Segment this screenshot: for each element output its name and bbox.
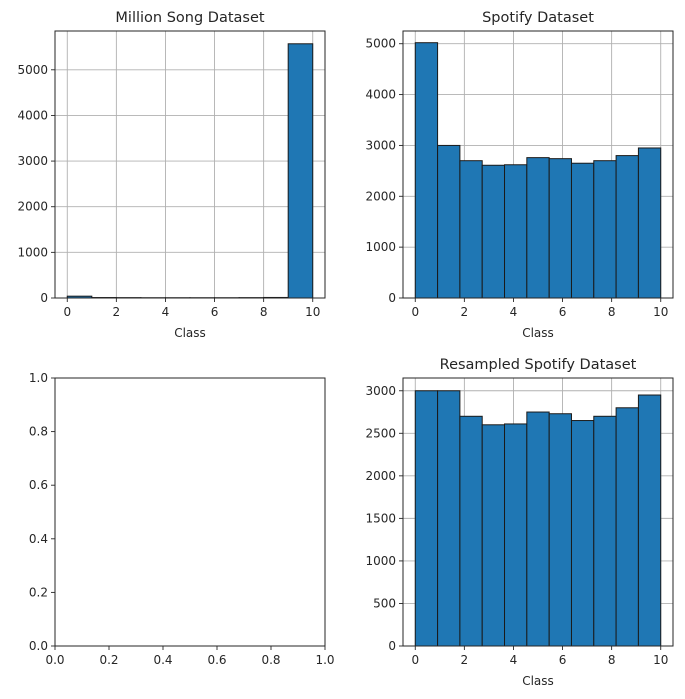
- histogram-bar: [459, 160, 483, 299]
- y-tick-label: 2000: [17, 200, 48, 214]
- y-tick-label: 3000: [365, 384, 396, 398]
- x-tick-label: 0.2: [99, 653, 118, 667]
- histogram-bar: [570, 420, 595, 647]
- histogram-bar: [615, 407, 639, 647]
- histogram-bar: [593, 415, 617, 647]
- x-tick-label: 1.0: [315, 653, 334, 667]
- axes-frame: [402, 30, 674, 299]
- histogram-bar: [437, 390, 461, 647]
- x-tick-label: 4: [510, 305, 518, 319]
- x-tick-label: 10: [305, 305, 320, 319]
- y-tick-label: 0: [388, 291, 396, 305]
- histogram-bar: [481, 424, 506, 647]
- histogram-bar: [504, 164, 528, 299]
- subplot-title: Resampled Spotify Dataset: [440, 357, 637, 373]
- x-tick-label: 10: [653, 653, 668, 667]
- y-tick-label: 2000: [365, 469, 396, 483]
- histogram-bar: [481, 164, 506, 299]
- y-tick-label: 4000: [365, 88, 396, 102]
- x-tick-label: 0.8: [261, 653, 280, 667]
- x-tick-label: 10: [653, 305, 668, 319]
- x-tick-label: 4: [162, 305, 170, 319]
- x-tick-label: 8: [608, 305, 616, 319]
- histogram-bar: [287, 43, 314, 299]
- subplot-title: Million Song Dataset: [115, 10, 264, 26]
- subplot-2: 0 2 4 6 8 10 0 1000 2000 3000 4000 5000 Spotify Data…: [365, 10, 674, 340]
- x-tick-label: 0.6: [207, 653, 226, 667]
- y-tick-label: 4000: [17, 108, 48, 122]
- histogram-bar: [570, 162, 595, 299]
- x-tick-label: 8: [608, 653, 616, 667]
- histogram-bar: [504, 423, 528, 647]
- histogram-bar: [637, 147, 662, 299]
- x-tick-label: 6: [559, 653, 567, 667]
- histogram-bar: [548, 158, 572, 299]
- histogram-bar: [548, 413, 572, 647]
- x-axis-label: Class: [522, 674, 554, 688]
- x-tick-label: 4: [510, 653, 518, 667]
- y-tick-label: 0.4: [29, 532, 48, 546]
- y-tick-label: 3000: [17, 154, 48, 168]
- x-tick-label: 6: [559, 305, 567, 319]
- x-tick-label: 0.0: [45, 653, 64, 667]
- y-tick-label: 0.6: [29, 478, 48, 492]
- y-tick-label: 3000: [365, 138, 396, 152]
- x-axis-label: Class: [522, 326, 554, 340]
- y-tick-label: 0.0: [29, 639, 48, 653]
- y-tick-label: 1000: [365, 240, 396, 254]
- axes-frame: [54, 30, 326, 299]
- x-tick-label: 8: [260, 305, 268, 319]
- y-tick-label: 0.2: [29, 585, 48, 599]
- x-tick-label: 2: [461, 305, 469, 319]
- subplot-title: Spotify Dataset: [482, 10, 594, 26]
- histogram-bar: [593, 160, 617, 299]
- x-tick-label: 2: [461, 653, 469, 667]
- axes-frame: [402, 377, 674, 647]
- x-tick-label: 2: [113, 305, 121, 319]
- x-axis-label: Class: [174, 326, 206, 340]
- subplot-3: 0.0 0.2 0.4 0.6 0.8 1.0 0.0 0.2 0.4 0.6 0.8 1.0: [29, 371, 335, 667]
- x-tick-label: 0: [63, 305, 71, 319]
- histogram-bar: [615, 155, 639, 299]
- y-tick-label: 1.0: [29, 371, 48, 385]
- y-tick-label: 0.8: [29, 425, 48, 439]
- histogram-bar: [459, 415, 483, 647]
- y-tick-label: 1500: [365, 511, 396, 525]
- y-tick-label: 1000: [365, 554, 396, 568]
- histogram-bar: [637, 394, 662, 647]
- y-tick-label: 0: [40, 291, 48, 305]
- y-tick-label: 500: [373, 596, 396, 610]
- y-tick-label: 2500: [365, 426, 396, 440]
- histogram-bar: [414, 42, 439, 299]
- y-tick-label: 5000: [365, 37, 396, 51]
- histogram-bar: [526, 157, 550, 299]
- y-tick-label: 1000: [17, 245, 48, 259]
- histogram-bar: [437, 144, 461, 299]
- x-tick-label: 0: [411, 305, 419, 319]
- subplot-4: 0 2 4 6 8 10 0 500 1000 1500 2000 2500 3000 Resampled…: [365, 357, 674, 688]
- histogram-bar: [414, 390, 439, 647]
- x-tick-label: 0.4: [153, 653, 172, 667]
- x-tick-label: 6: [211, 305, 219, 319]
- y-tick-label: 5000: [17, 63, 48, 77]
- y-tick-label: 2000: [365, 189, 396, 203]
- axes-frame: [54, 377, 326, 647]
- y-tick-label: 0: [388, 639, 396, 653]
- x-tick-label: 0: [411, 653, 419, 667]
- histogram-bar: [526, 411, 550, 647]
- subplot-1: 0 2 4 6 8 10 0 1000 2000 3000 4000 5000 Million Song…: [17, 10, 326, 340]
